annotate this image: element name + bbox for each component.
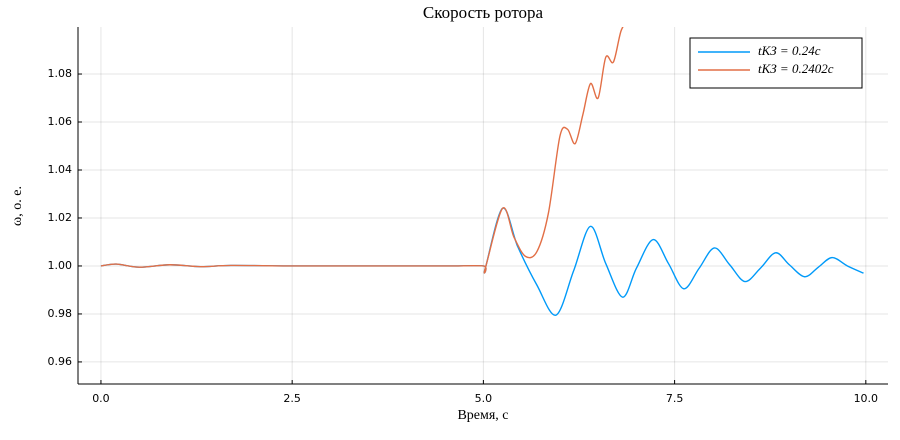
y-tick-label: 1.06 [48, 115, 73, 128]
x-axis-label: Время, с [457, 408, 508, 423]
x-tick-label: 2.5 [283, 392, 301, 405]
y-tick-label: 0.98 [48, 307, 73, 320]
series-line [100, 207, 864, 316]
y-axis-label: ω, о. е. [10, 186, 25, 226]
x-tick-label: 10.0 [854, 392, 879, 405]
legend-label: tКЗ = 0.24с [758, 43, 821, 58]
x-tick-label: 5.0 [475, 392, 493, 405]
x-tick-label: 0.0 [92, 392, 110, 405]
y-tick-label: 0.96 [48, 355, 73, 368]
y-tick-label: 1.08 [48, 67, 73, 80]
chart-title: Скорость ротора [423, 3, 544, 22]
x-tick-label: 7.5 [666, 392, 684, 405]
series-line [100, 27, 624, 274]
legend-box [689, 37, 863, 89]
plot-area [100, 27, 864, 316]
y-tick-label: 1.00 [48, 259, 73, 272]
y-tick-label: 1.04 [48, 163, 73, 176]
legend-label: tКЗ = 0.2402с [758, 61, 834, 76]
y-tick-label: 1.02 [48, 211, 73, 224]
